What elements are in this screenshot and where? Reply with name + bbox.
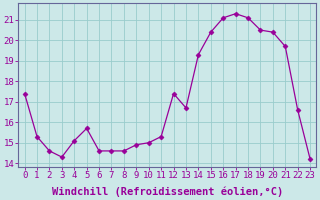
X-axis label: Windchill (Refroidissement éolien,°C): Windchill (Refroidissement éolien,°C)	[52, 186, 283, 197]
